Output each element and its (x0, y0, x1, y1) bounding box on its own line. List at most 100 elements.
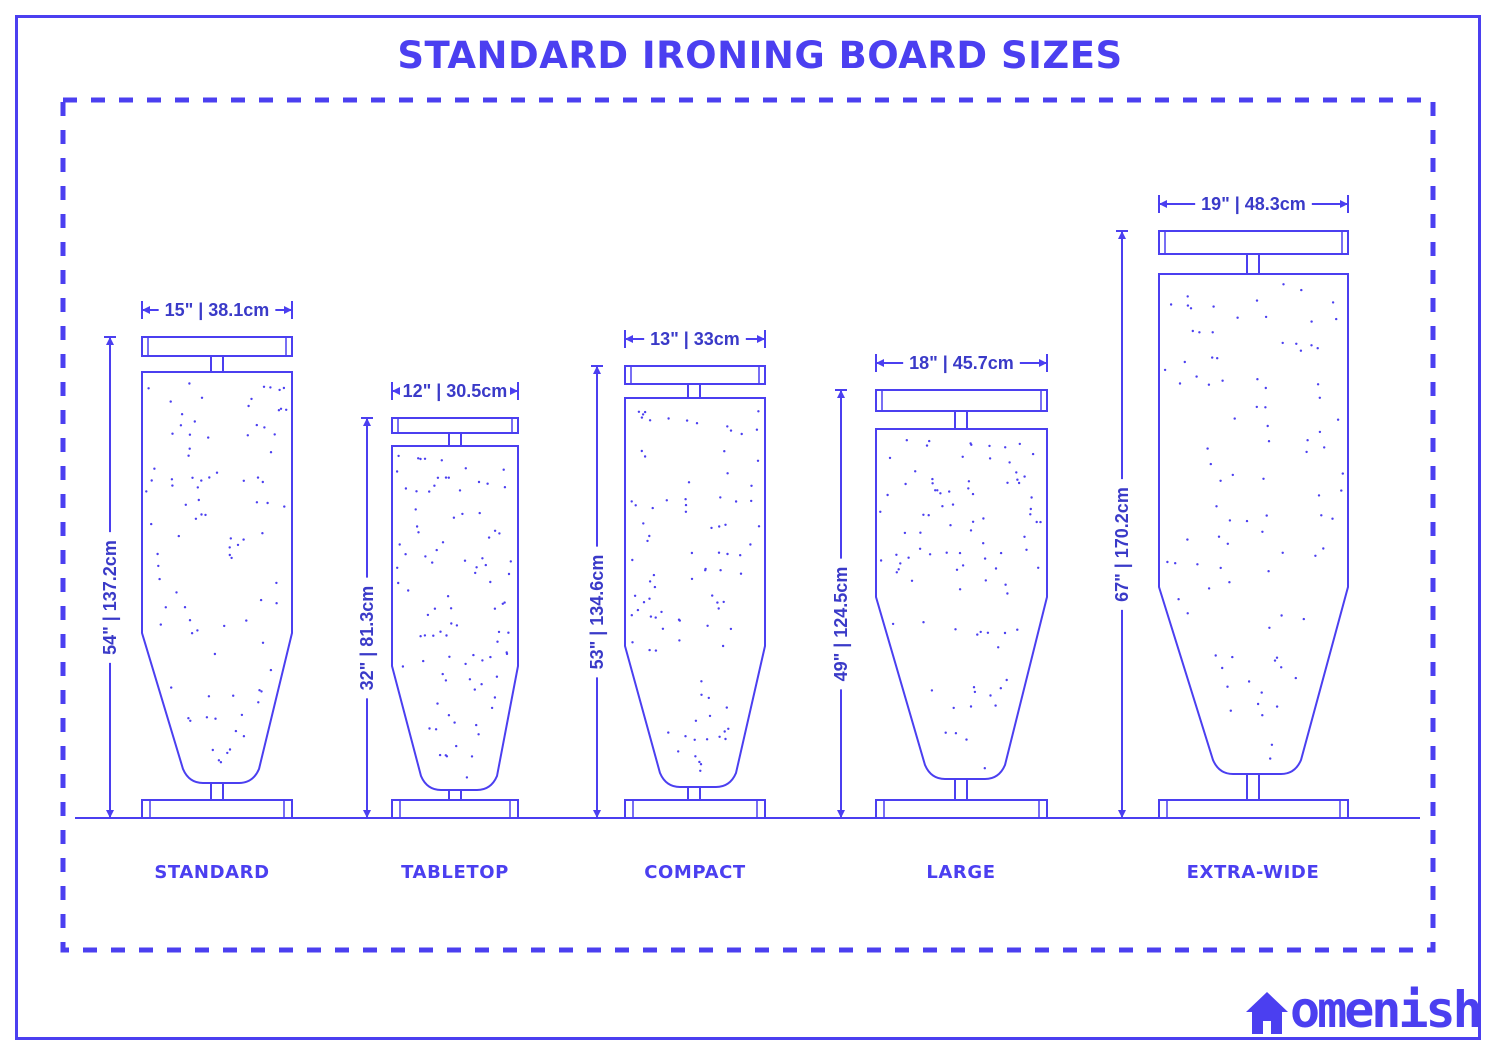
compact-speckle (640, 416, 644, 419)
standard-speckle (180, 413, 184, 416)
standard-speckle (261, 641, 265, 644)
large-speckle (982, 517, 985, 520)
large-speckle (1025, 548, 1028, 551)
tabletop-speckle (435, 548, 438, 552)
compact-speckle (684, 510, 688, 513)
tabletop-speckle (414, 508, 417, 511)
compact-speckle (726, 552, 729, 556)
large-speckle (904, 482, 907, 486)
boards: 15" | 38.1cm 54" | 137.2cm STANDARD 12" | 3… (100, 194, 1349, 883)
extra-wide-speckle (1183, 360, 1187, 364)
standard-speckle (240, 713, 244, 717)
large-speckle (922, 621, 925, 624)
extra-wide-speckle (1177, 598, 1180, 601)
extra-wide-speckle (1214, 654, 1217, 657)
standard-speckle (283, 505, 286, 508)
tabletop-speckle (439, 630, 442, 633)
tabletop-speckle (509, 560, 512, 563)
standard-speckle (175, 591, 178, 594)
tabletop-speckle (493, 607, 497, 610)
extra-wide-speckle (1270, 743, 1274, 746)
extra-wide-speckle (1174, 562, 1177, 565)
tabletop-speckle (417, 531, 420, 534)
compact-speckle (693, 738, 696, 741)
tabletop-speckle (445, 634, 448, 637)
compact-speckle (648, 648, 651, 652)
extra-wide-speckle (1335, 317, 1338, 321)
large-speckle (948, 490, 951, 493)
standard-speckle (193, 420, 196, 423)
extra-wide-speckle (1207, 383, 1211, 386)
large-speckle (971, 492, 975, 496)
compact-speckle (687, 481, 691, 484)
compact-speckle (726, 425, 729, 428)
large-speckle (879, 559, 883, 562)
extra-wide-speckle (1266, 424, 1269, 428)
large-speckle (928, 553, 932, 556)
standard-speckle (189, 719, 192, 722)
compact-speckle (636, 608, 640, 612)
compact-speckle (740, 432, 743, 436)
large-speckle (1018, 442, 1021, 446)
tabletop-speckle (422, 659, 425, 663)
extra-wide-speckle (1255, 299, 1259, 302)
standard-speckle (200, 479, 203, 482)
compact-speckle (718, 735, 721, 738)
extra-wide-speckle (1166, 560, 1169, 564)
large-speckle (879, 510, 882, 513)
extra-wide-speckle (1231, 655, 1234, 659)
large-speckle (989, 694, 992, 697)
standard-speckle (261, 480, 264, 484)
standard-speckle (228, 553, 231, 557)
large-speckle (988, 444, 991, 448)
standard-board-body (141, 371, 293, 784)
extra-wide-speckle (1305, 450, 1308, 454)
large-speckle (888, 456, 892, 460)
standard-speckle (204, 513, 207, 517)
standard-speckle (257, 701, 260, 704)
tabletop-category-label: TABLETOP (401, 862, 509, 883)
standard-speckle (263, 426, 266, 429)
compact-speckle (724, 523, 727, 526)
large-speckle (895, 571, 898, 574)
extra-wide-speckle (1221, 379, 1224, 382)
large-bottom-pivot (954, 778, 968, 801)
compact-width-label: 13" | 33cm (650, 329, 740, 349)
standard-speckle (208, 476, 211, 479)
compact-speckle (648, 534, 651, 538)
compact-speckle (667, 417, 670, 420)
compact-speckle (684, 735, 687, 738)
large-speckle (897, 568, 900, 571)
tabletop-speckle (502, 468, 505, 471)
compact-speckle (757, 410, 760, 413)
large-speckle (969, 705, 973, 708)
tabletop-speckle (436, 476, 440, 479)
tabletop-speckle (461, 512, 464, 516)
tabletop-speckle (480, 683, 483, 686)
standard-speckle (150, 522, 153, 526)
compact-speckle (723, 450, 726, 453)
tabletop-speckle (464, 467, 467, 470)
large-speckle (1016, 478, 1019, 481)
standard-speckle (205, 716, 209, 719)
large-speckle (961, 564, 965, 567)
standard-speckle (234, 729, 238, 733)
large-speckle (973, 690, 977, 694)
tabletop-width-arrow (392, 387, 400, 395)
compact-speckle (711, 594, 714, 597)
tabletop-speckle (487, 536, 491, 539)
large-top-plate (875, 389, 1048, 412)
large-speckle (941, 505, 944, 508)
extra-wide-speckle (1265, 514, 1268, 517)
compact-speckle (710, 526, 713, 530)
compact-width-arrow (757, 335, 765, 343)
compact-speckle (704, 567, 707, 571)
extra-wide-speckle (1209, 462, 1213, 466)
standard-speckle (190, 632, 194, 635)
large-width-arrow (1039, 359, 1047, 367)
compact-speckle (717, 551, 721, 554)
tabletop-speckle (449, 607, 453, 610)
tabletop-speckle (396, 566, 399, 569)
large-speckle (1030, 496, 1033, 499)
tabletop-speckle (452, 516, 456, 519)
